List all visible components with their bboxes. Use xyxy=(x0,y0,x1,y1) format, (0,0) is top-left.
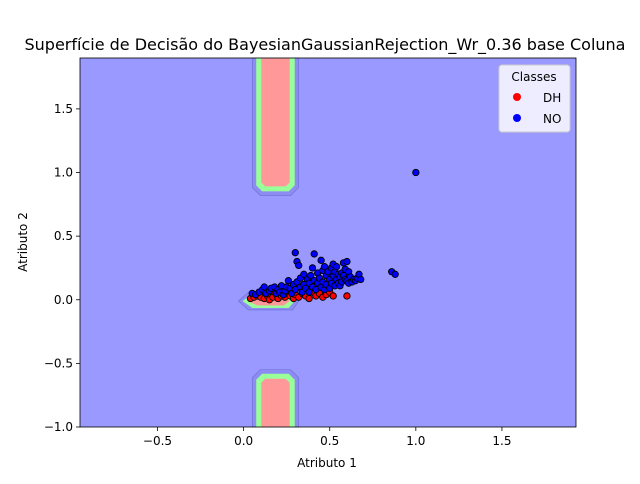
scatter-point-no xyxy=(295,261,303,270)
scatter-point-no xyxy=(284,277,293,285)
x-axis-label: Atributo 1 xyxy=(297,456,357,470)
scatter-point-no xyxy=(391,270,399,278)
chart-title: Superfície de Decisão do BayesianGaussia… xyxy=(25,35,626,55)
plot-frame xyxy=(79,57,577,428)
legend: Classes DH NO xyxy=(498,64,571,133)
region-layer xyxy=(261,58,290,187)
background-region xyxy=(80,58,576,427)
x-axis: −0.5 0.0 0.5 1.0 1.5 xyxy=(143,427,511,448)
x-tick-label: −0.5 xyxy=(143,434,172,448)
series-no xyxy=(248,168,420,299)
legend-title: Classes xyxy=(511,70,556,84)
scatter-point-dh xyxy=(305,294,313,303)
scatter-point-no xyxy=(332,263,341,271)
x-tick-label: 1.5 xyxy=(492,434,511,448)
decision-regions xyxy=(237,57,300,428)
legend-marker-dh xyxy=(513,93,521,101)
scatter-point-no xyxy=(320,263,329,271)
scatter-point-no xyxy=(305,288,313,296)
region-bottom-band xyxy=(251,369,300,428)
scatter-point-dh xyxy=(329,292,337,300)
y-tick-label: −0.5 xyxy=(44,356,73,370)
region-layer xyxy=(261,378,290,427)
region-top-band xyxy=(251,57,300,196)
legend-marker-no xyxy=(513,114,521,122)
x-tick-label: 0.5 xyxy=(320,434,339,448)
y-tick-label: 1.5 xyxy=(54,102,73,116)
y-tick-label: 0.5 xyxy=(54,229,73,243)
plot-area xyxy=(79,57,577,428)
scatter-point-no xyxy=(343,257,351,266)
scatter-point-no xyxy=(310,250,318,258)
legend-label-no: NO xyxy=(543,112,561,126)
scatter-point-dh xyxy=(343,292,351,300)
data-points xyxy=(246,168,420,304)
y-axis-label: Atributo 2 xyxy=(16,212,30,272)
scatter-point-no xyxy=(300,270,308,278)
scatter-point-no xyxy=(357,275,365,284)
x-tick-label: 0.0 xyxy=(234,434,253,448)
y-tick-label: 0.0 xyxy=(54,293,73,307)
scatter-point-no xyxy=(291,249,299,257)
scatter-point-no xyxy=(412,168,420,177)
y-axis: −1.0 −0.5 0.0 0.5 1.0 1.5 xyxy=(44,102,80,434)
y-tick-label: −1.0 xyxy=(44,420,73,434)
y-tick-label: 1.0 xyxy=(54,166,73,180)
scatter-point-no xyxy=(317,256,325,264)
legend-label-dh: DH xyxy=(543,91,561,105)
scatter-point-no xyxy=(308,264,317,272)
scatter-point-no xyxy=(307,271,315,280)
x-tick-label: 1.0 xyxy=(406,434,425,448)
